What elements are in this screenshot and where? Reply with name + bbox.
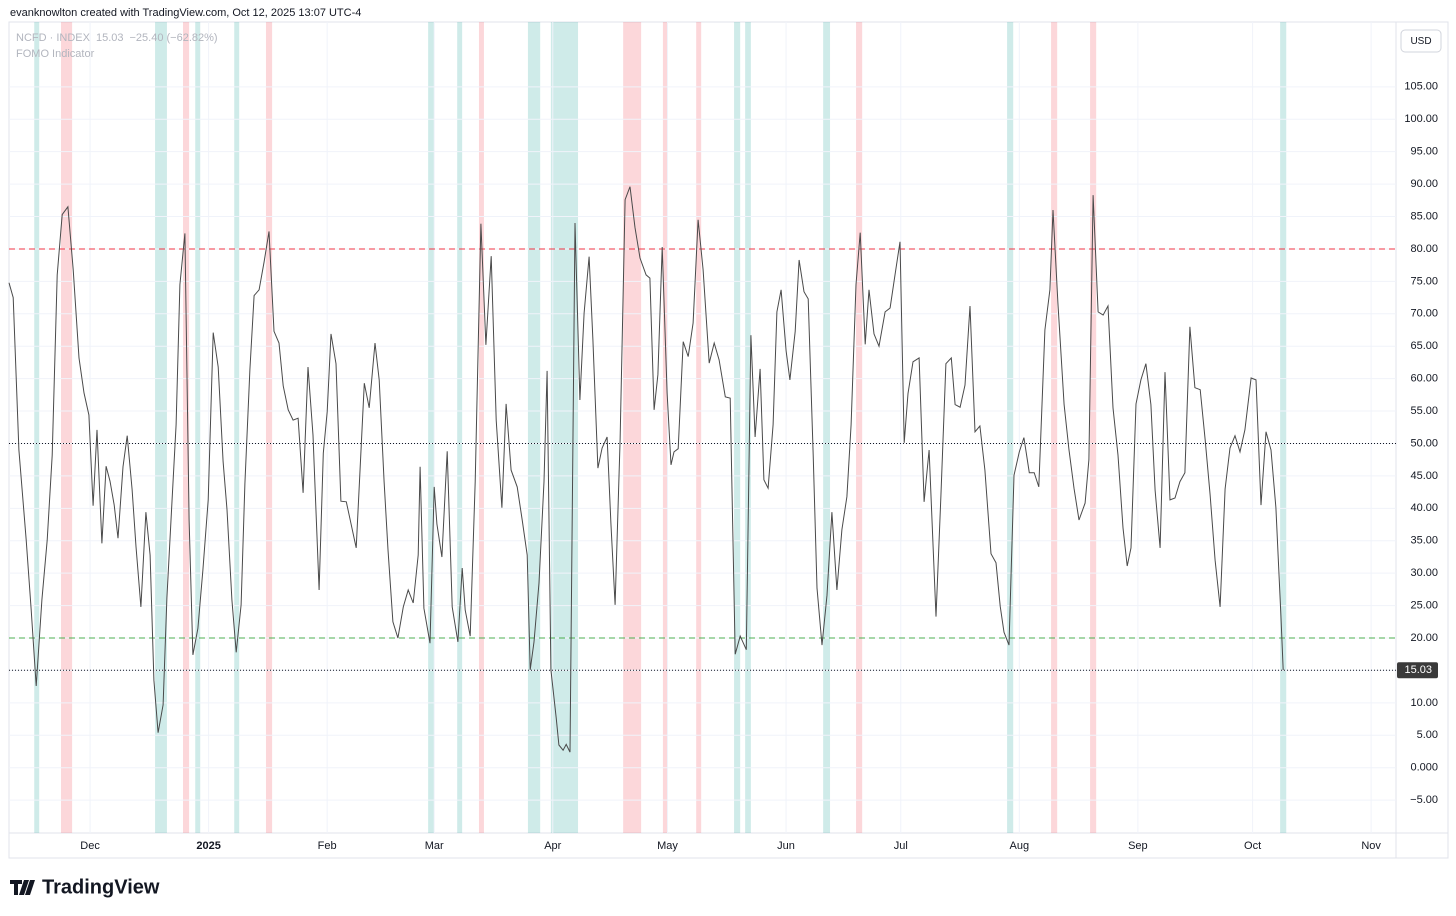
x-tick-label: Feb [318, 840, 337, 852]
y-tick-label: 60.00 [1410, 373, 1438, 385]
signal-band [478, 22, 484, 833]
y-tick-label: 25.00 [1410, 599, 1438, 611]
y-tick-label: 20.00 [1410, 632, 1438, 644]
brand-name: TradingView [42, 876, 160, 898]
x-tick-label: 2025 [196, 840, 220, 852]
signal-band [1280, 22, 1287, 833]
y-tick-label: 45.00 [1410, 470, 1438, 482]
signal-band [696, 22, 702, 833]
y-tick-label: 105.00 [1404, 81, 1438, 93]
y-tick-label: 100.00 [1404, 113, 1438, 125]
x-tick-label: Apr [544, 840, 561, 852]
signal-band [550, 22, 579, 833]
signal-band [428, 22, 435, 833]
indicator-line [8, 186, 1284, 753]
credit: evanknowlton created with TradingView.co… [10, 7, 361, 19]
last-value-label: 15.03 [1404, 664, 1432, 676]
last-value-box [1397, 662, 1438, 679]
y-tick-label: 0.000 [1410, 762, 1438, 774]
signal-band [1090, 22, 1097, 833]
y-tick-label: 50.00 [1410, 437, 1438, 449]
y-tick-label: 40.00 [1410, 502, 1438, 514]
signal-band [182, 22, 190, 833]
signal-band [1051, 22, 1058, 833]
signal-band [662, 22, 668, 833]
y-tick-label: 95.00 [1410, 146, 1438, 158]
y-tick-label: 80.00 [1410, 243, 1438, 255]
currency-button[interactable] [1400, 29, 1442, 53]
x-tick-label: Nov [1361, 840, 1381, 852]
y-tick-label: 30.00 [1410, 567, 1438, 579]
y-tick-label: 55.00 [1410, 405, 1438, 417]
signal-band [155, 22, 167, 833]
brand-logo [10, 880, 35, 895]
chart-frame [8, 21, 1449, 859]
x-tick-label: Mar [425, 840, 444, 852]
signal-band [623, 22, 642, 833]
y-tick-label: 85.00 [1410, 210, 1438, 222]
y-tick-label: 70.00 [1410, 308, 1438, 320]
y-tick-label: −5.00 [1410, 794, 1438, 806]
x-tick-label: May [657, 840, 678, 852]
signal-band [1007, 22, 1014, 833]
x-tick-label: Jun [777, 840, 795, 852]
x-tick-label: Sep [1128, 840, 1148, 852]
signal-band [61, 22, 73, 833]
signal-band [234, 22, 240, 833]
legend-series: FOMO Indicator [16, 48, 95, 60]
y-tick-label: 35.00 [1410, 535, 1438, 547]
currency-label[interactable]: USD [1410, 36, 1431, 47]
signal-band [265, 22, 273, 833]
y-tick-label: 65.00 [1410, 340, 1438, 352]
signal-band [856, 22, 863, 833]
signal-band [823, 22, 831, 833]
y-tick-label: 90.00 [1410, 178, 1438, 190]
signal-band [195, 22, 201, 833]
signal-band [527, 22, 541, 833]
y-tick-label: 10.00 [1410, 697, 1438, 709]
legend-symbol: NCFD · INDEX 15.03 −25.40 (−62.82%) [16, 32, 218, 44]
y-tick-label: 75.00 [1410, 275, 1438, 287]
x-tick-label: Aug [1010, 840, 1030, 852]
y-tick-label: 5.00 [1417, 729, 1438, 741]
signal-band [34, 22, 40, 833]
signal-band [734, 22, 741, 833]
x-tick-label: Dec [80, 840, 100, 852]
signal-band [745, 22, 751, 833]
signal-band [457, 22, 463, 833]
x-tick-label: Oct [1244, 840, 1261, 852]
x-tick-label: Jul [894, 840, 908, 852]
